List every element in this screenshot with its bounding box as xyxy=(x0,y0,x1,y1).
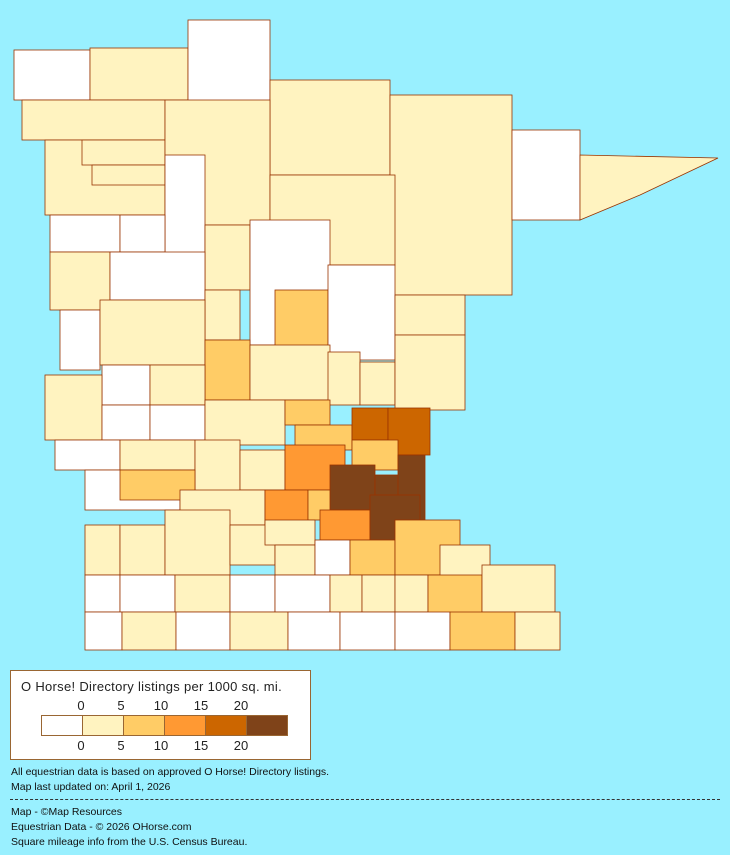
county xyxy=(394,611,451,651)
county xyxy=(327,264,396,361)
county xyxy=(84,574,121,613)
county xyxy=(249,344,331,401)
county xyxy=(329,464,376,511)
county xyxy=(13,49,91,101)
county xyxy=(274,544,316,576)
county xyxy=(109,251,206,301)
county xyxy=(319,509,371,541)
county xyxy=(84,611,123,651)
county xyxy=(394,574,429,613)
county xyxy=(59,309,101,371)
minnesota-county-map xyxy=(13,19,719,651)
tick: 15 xyxy=(193,698,209,713)
county xyxy=(351,407,389,441)
last-updated-note: Map last updated on: April 1, 2026 xyxy=(11,781,171,793)
legend-swatch xyxy=(42,716,83,735)
tick: 15 xyxy=(193,738,209,753)
county xyxy=(264,519,316,546)
county xyxy=(514,611,561,651)
county xyxy=(121,611,177,651)
county xyxy=(119,524,166,576)
county xyxy=(164,154,206,256)
divider xyxy=(10,799,720,800)
county xyxy=(314,539,351,576)
county xyxy=(54,439,121,471)
county xyxy=(359,361,396,406)
county xyxy=(101,364,151,406)
legend-swatch xyxy=(124,716,165,735)
county xyxy=(287,611,341,651)
legend-swatch xyxy=(165,716,206,735)
county xyxy=(89,47,189,101)
county xyxy=(81,139,166,166)
county xyxy=(389,94,513,296)
county xyxy=(329,574,363,613)
legend-swatch xyxy=(206,716,247,735)
county xyxy=(269,79,391,176)
data-credit: Equestrian Data - © 2026 OHorse.com xyxy=(11,821,192,833)
county xyxy=(99,299,206,366)
county xyxy=(229,611,289,651)
county xyxy=(361,574,396,613)
legend-title: O Horse! Directory listings per 1000 sq.… xyxy=(21,679,283,694)
legend-swatch xyxy=(247,716,287,735)
legend-color-bar xyxy=(41,715,288,736)
county xyxy=(229,574,276,613)
county xyxy=(449,611,516,651)
legend-swatch xyxy=(83,716,124,735)
county xyxy=(101,404,151,441)
tick: 0 xyxy=(77,698,85,713)
county xyxy=(119,439,196,471)
county xyxy=(511,129,581,221)
county xyxy=(394,334,466,411)
tick: 0 xyxy=(77,738,85,753)
county xyxy=(204,399,286,446)
county xyxy=(394,294,466,336)
county xyxy=(149,404,206,441)
map-credit: Map - ©Map Resources xyxy=(11,806,123,818)
county xyxy=(91,164,166,186)
tick: 5 xyxy=(117,738,125,753)
county xyxy=(164,509,231,576)
tick: 10 xyxy=(153,698,169,713)
legend: O Horse! Directory listings per 1000 sq.… xyxy=(10,670,311,760)
county xyxy=(349,539,396,576)
county xyxy=(44,374,103,441)
tick: 10 xyxy=(153,738,169,753)
county xyxy=(327,351,361,406)
county xyxy=(175,611,231,651)
county xyxy=(339,611,396,651)
county xyxy=(579,154,719,221)
county xyxy=(274,574,331,613)
county xyxy=(84,524,121,576)
county xyxy=(21,99,166,141)
tick: 5 xyxy=(117,698,125,713)
county xyxy=(204,224,251,291)
county xyxy=(119,574,176,613)
county xyxy=(427,574,483,616)
county xyxy=(149,364,206,406)
county xyxy=(49,214,121,253)
tick: 20 xyxy=(233,738,249,753)
data-basis-note: All equestrian data is based on approved… xyxy=(11,766,330,778)
county xyxy=(204,339,251,401)
county xyxy=(264,489,309,526)
county xyxy=(481,564,556,613)
county xyxy=(284,399,331,426)
tick: 20 xyxy=(233,698,249,713)
county xyxy=(119,214,166,253)
census-credit: Square mileage info from the U.S. Census… xyxy=(11,836,248,848)
county xyxy=(204,289,241,341)
county xyxy=(239,449,286,491)
county xyxy=(174,574,231,613)
